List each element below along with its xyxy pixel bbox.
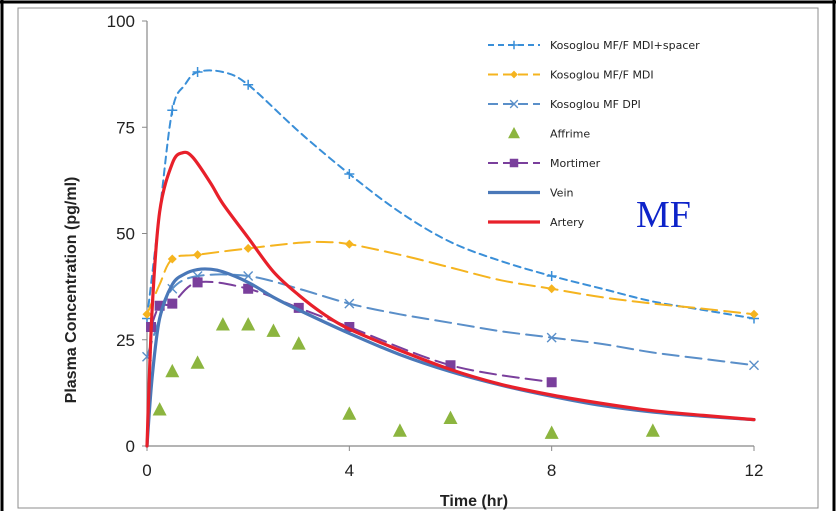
data-point-kosoglou-mf-f-mdi-spacer <box>344 169 355 179</box>
data-point-kosoglou-mf-f-mdi-spacer <box>243 79 254 90</box>
axes: 0 25 50 75 100 0 4 8 12 <box>107 12 764 480</box>
data-point-mortimer <box>167 298 178 309</box>
legend-label: Kosoglou MF/F MDI <box>550 69 654 82</box>
series-artery <box>145 150 756 448</box>
y-tick-label: 75 <box>116 118 135 137</box>
series-vein <box>145 267 756 448</box>
data-point-mortimer <box>154 300 165 311</box>
y-tick-label: 100 <box>107 12 135 31</box>
legend-swatch-marker <box>509 99 519 109</box>
data-point-mortimer <box>445 360 456 371</box>
data-point-kosoglou-mf-f-mdi-spacer <box>546 271 557 281</box>
series-line-kosoglou-mf-dpi <box>146 273 755 367</box>
x-tick-label: 8 <box>547 461 556 480</box>
data-point-kosoglou-mf-dpi <box>243 271 254 281</box>
data-point-kosoglou-mf-dpi <box>749 360 759 371</box>
legend-swatch-marker <box>510 70 518 79</box>
series-kosoglou-mf-f-mdi <box>142 239 759 319</box>
data-point-affrime <box>645 423 660 437</box>
data-point-affrime <box>544 425 559 439</box>
legend-item-kosoglou-mf-f-mdi-spacer: Kosoglou MF/F MDI+spacer <box>488 39 700 52</box>
y-tick-label: 50 <box>116 225 135 244</box>
data-point-kosoglou-mf-dpi <box>344 298 355 309</box>
x-tick-label: 4 <box>345 461 354 480</box>
data-point-affrime <box>392 423 407 437</box>
legend-item-kosoglou-mf-dpi: Kosoglou MF DPI <box>488 98 641 111</box>
data-point-kosoglou-mf-f-mdi <box>749 309 759 319</box>
legend-label: Vein <box>550 187 573 200</box>
data-point-mortimer <box>546 377 557 388</box>
legend-swatch-marker <box>509 158 519 168</box>
series-line-artery <box>145 150 756 448</box>
data-point-kosoglou-mf-f-mdi-spacer <box>167 105 178 116</box>
mf-annotation: MF <box>636 194 691 236</box>
data-point-affrime <box>215 317 230 331</box>
series-line-kosoglou-mf-f-mdi-spacer <box>146 69 755 320</box>
legend-item-vein: Vein <box>488 187 573 200</box>
series-line-vein <box>145 267 756 448</box>
data-point-mortimer <box>293 302 304 313</box>
data-point-mortimer <box>192 277 203 288</box>
legend-item-kosoglou-mf-f-mdi: Kosoglou MF/F MDI <box>488 69 654 82</box>
series-affrime <box>152 317 660 439</box>
legend-swatch-marker <box>508 126 520 139</box>
legend-label: Affrime <box>550 128 590 141</box>
y-tick-label: 0 <box>126 437 135 456</box>
data-point-affrime <box>241 317 256 331</box>
data-point-kosoglou-mf-f-mdi <box>193 250 203 260</box>
data-point-affrime <box>190 355 205 369</box>
legend-label: Mortimer <box>550 157 601 170</box>
data-point-affrime <box>291 336 306 350</box>
x-tick-label: 0 <box>142 461 151 480</box>
data-point-kosoglou-mf-f-mdi-spacer <box>192 67 203 77</box>
data-point-mortimer <box>344 322 355 332</box>
legend: Kosoglou MF/F MDI+spacer Kosoglou MF/F MD… <box>488 39 700 229</box>
y-axis-title: Plasma Concentration (pg/ml) <box>63 177 80 404</box>
series-line-kosoglou-mf-f-mdi <box>146 240 755 316</box>
data-point-affrime <box>443 410 458 424</box>
data-point-affrime <box>165 363 180 378</box>
data-point-kosoglou-mf-f-mdi <box>547 284 557 294</box>
y-tick-label: 25 <box>116 331 135 350</box>
data-point-kosoglou-mf-f-mdi <box>243 243 253 253</box>
legend-label: Kosoglou MF DPI <box>550 98 641 111</box>
series-kosoglou-mf-f-mdi-spacer <box>142 67 759 324</box>
data-point-affrime <box>266 323 281 337</box>
data-point-affrime <box>152 402 167 416</box>
data-point-mortimer <box>243 283 254 294</box>
data-point-kosoglou-mf-f-mdi <box>344 239 354 249</box>
series-layer <box>142 67 759 448</box>
legend-item-artery: Artery <box>488 216 585 229</box>
legend-label: Artery <box>550 216 585 229</box>
x-tick-label: 12 <box>745 461 764 480</box>
data-point-kosoglou-mf-dpi <box>546 332 557 343</box>
legend-item-mortimer: Mortimer <box>488 157 601 170</box>
legend-item-affrime: Affrime <box>508 126 590 141</box>
x-axis-title: Time (hr) <box>440 493 508 510</box>
legend-label: Kosoglou MF/F MDI+spacer <box>550 39 700 52</box>
data-point-kosoglou-mf-f-mdi <box>167 254 177 264</box>
plot-area-border <box>17 7 819 509</box>
data-point-kosoglou-mf-f-mdi <box>142 309 152 319</box>
legend-swatch-marker <box>509 40 519 50</box>
data-point-affrime <box>342 406 357 420</box>
